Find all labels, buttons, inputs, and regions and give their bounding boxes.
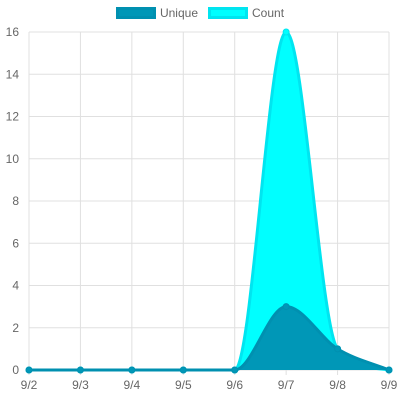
point-unique bbox=[25, 366, 33, 374]
x-tick-label: 9/7 bbox=[278, 378, 295, 392]
y-tick-label: 0 bbox=[12, 363, 19, 377]
x-tick-label: 9/4 bbox=[124, 378, 141, 392]
legend-swatch-unique bbox=[115, 7, 156, 19]
legend-label-unique: Unique bbox=[159, 6, 198, 20]
x-tick-label: 9/3 bbox=[72, 378, 89, 392]
x-tick-label: 9/8 bbox=[329, 378, 346, 392]
point-unique bbox=[231, 366, 239, 374]
point-count bbox=[282, 28, 290, 36]
area-count bbox=[29, 32, 389, 370]
y-tick-label: 2 bbox=[12, 321, 19, 335]
point-unique bbox=[179, 366, 187, 374]
y-tick-label: 8 bbox=[12, 194, 19, 208]
y-tick-label: 14 bbox=[6, 67, 20, 81]
legend-item-unique[interactable]: Unique bbox=[115, 6, 198, 20]
y-tick-label: 16 bbox=[6, 25, 20, 39]
x-tick-label: 9/6 bbox=[226, 378, 243, 392]
y-tick-label: 10 bbox=[6, 152, 20, 166]
legend: Unique Count bbox=[0, 6, 400, 20]
legend-label-count: Count bbox=[252, 6, 285, 20]
point-unique bbox=[282, 303, 290, 311]
legend-item-count[interactable]: Count bbox=[208, 6, 284, 20]
point-unique bbox=[76, 366, 84, 374]
x-tick-label: 9/9 bbox=[381, 378, 398, 392]
line-unique bbox=[28, 305, 390, 372]
y-tick-label: 4 bbox=[12, 279, 19, 293]
legend-swatch-count bbox=[208, 7, 248, 19]
x-tick-label: 9/5 bbox=[175, 378, 192, 392]
point-unique bbox=[128, 366, 136, 374]
y-tick-label: 6 bbox=[12, 236, 19, 250]
point-unique bbox=[385, 366, 393, 374]
area-unique bbox=[29, 306, 389, 370]
point-unique bbox=[334, 345, 342, 353]
x-tick-label: 9/2 bbox=[21, 378, 38, 392]
y-tick-label: 12 bbox=[6, 110, 20, 124]
